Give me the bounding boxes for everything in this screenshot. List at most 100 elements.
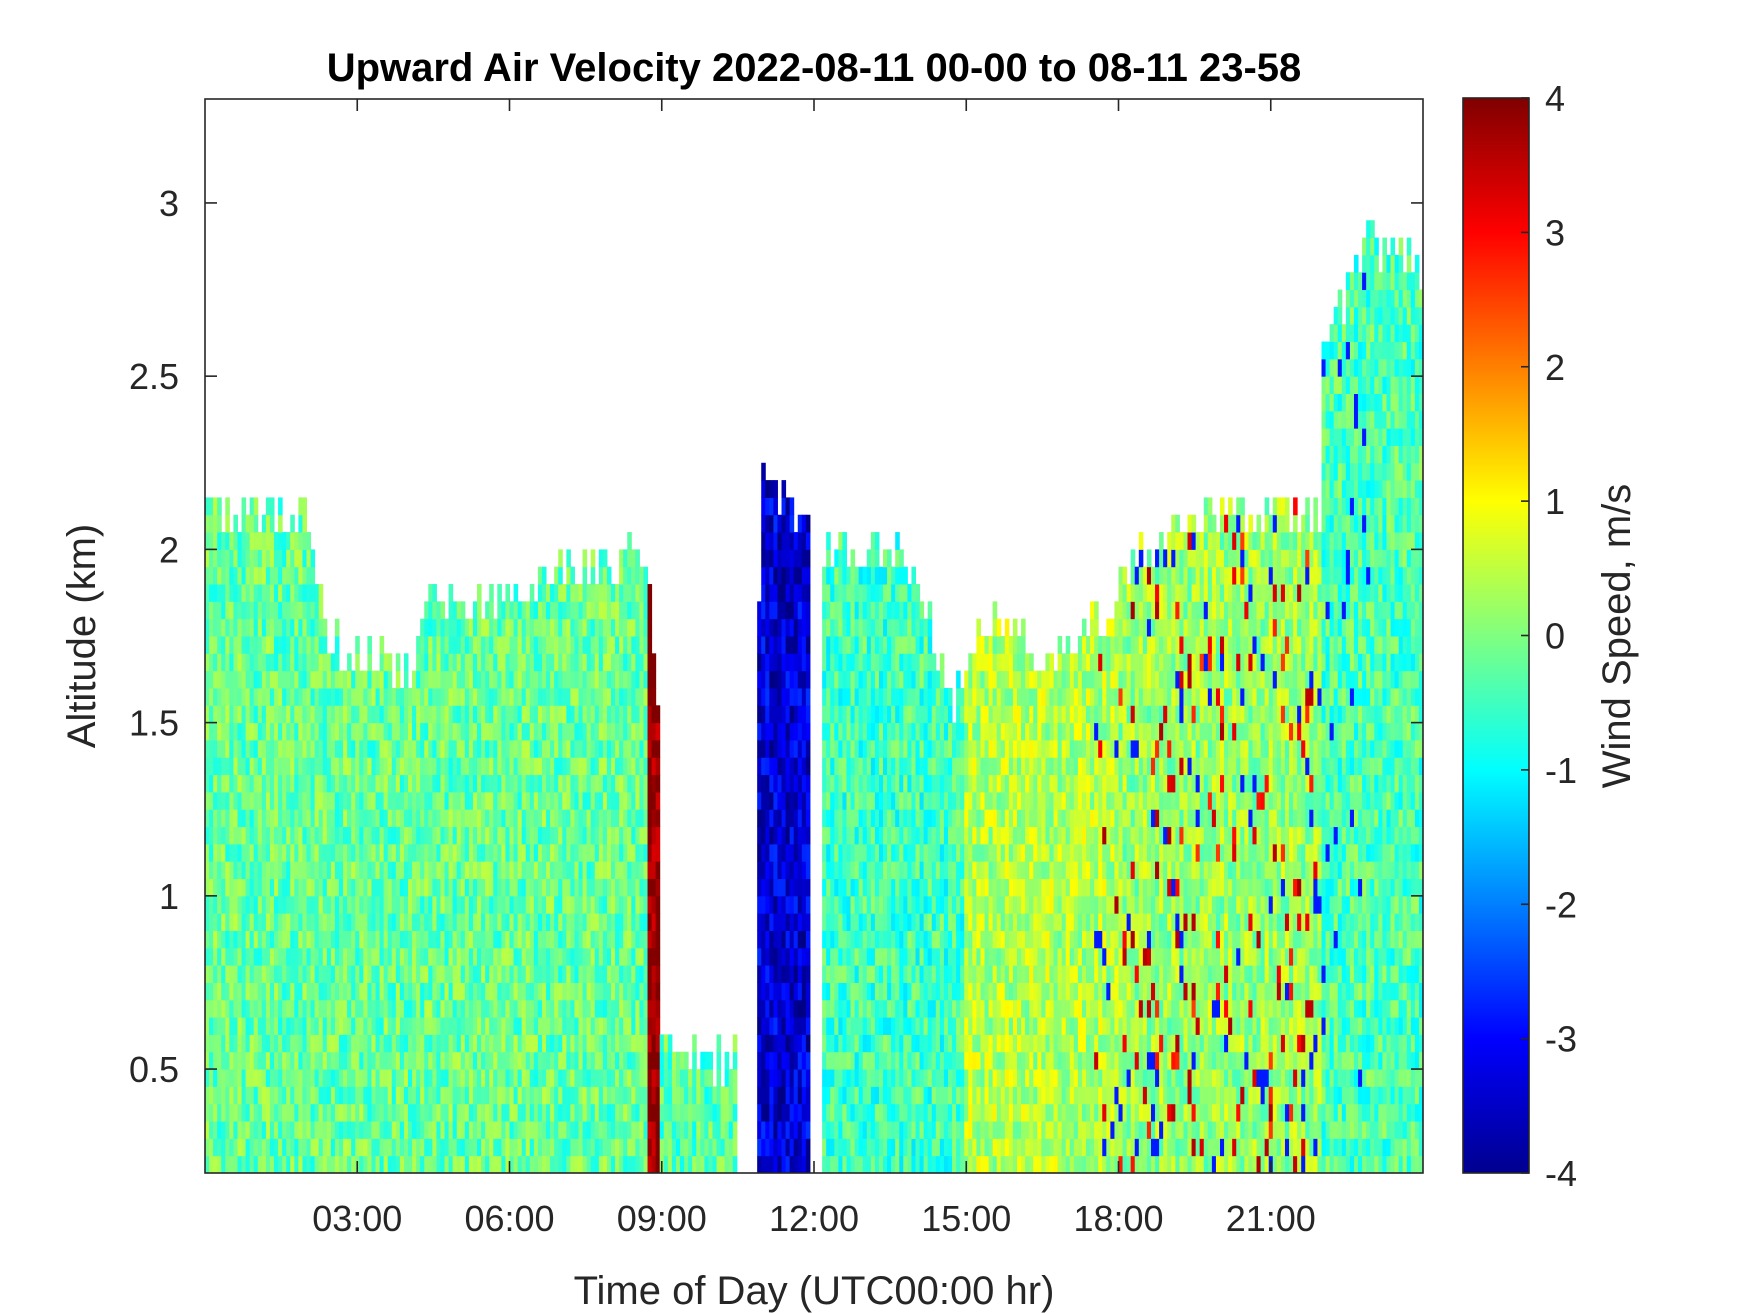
- heatmap-cell: [866, 1017, 872, 1035]
- heatmap-cell: [594, 1155, 600, 1173]
- heatmap-cell: [322, 1121, 328, 1139]
- heatmap-cell: [602, 1017, 608, 1035]
- heatmap-cell: [537, 618, 543, 637]
- heatmap-cell: [257, 1086, 263, 1105]
- heatmap-cell: [424, 843, 429, 862]
- heatmap-cell: [838, 1155, 843, 1173]
- heatmap-cell: [582, 1086, 588, 1105]
- heatmap-cell: [233, 670, 238, 689]
- heatmap-cell: [635, 947, 640, 966]
- heatmap-cell: [850, 826, 856, 845]
- heatmap-cell: [245, 895, 251, 914]
- heatmap-cell: [639, 982, 644, 1001]
- heatmap-cell: [846, 1155, 852, 1173]
- heatmap-cell: [801, 878, 807, 897]
- heatmap-cell: [338, 999, 344, 1018]
- heatmap-cell: [639, 1086, 644, 1105]
- heatmap-cell: [623, 999, 628, 1018]
- heatmap-cell: [606, 636, 612, 654]
- heatmap-cell: [229, 1017, 234, 1035]
- heatmap-cell: [883, 913, 888, 931]
- heatmap-cell: [594, 705, 600, 724]
- heatmap-cell: [541, 1086, 547, 1105]
- heatmap-cell: [432, 895, 437, 914]
- heatmap-cell: [314, 1138, 320, 1157]
- heatmap-cell: [631, 999, 636, 1018]
- heatmap-cell: [416, 1051, 421, 1070]
- heatmap-cell: [655, 791, 661, 810]
- heatmap-cell: [314, 982, 320, 1001]
- heatmap-cell: [830, 636, 835, 654]
- heatmap-cell: [310, 722, 316, 741]
- heatmap-cell: [793, 670, 799, 689]
- heatmap-cell: [578, 1121, 584, 1139]
- heatmap-cell: [351, 982, 356, 1001]
- heatmap-cell: [412, 1034, 417, 1053]
- heatmap-cell: [862, 566, 868, 585]
- heatmap-cell: [590, 739, 596, 758]
- heatmap-cell: [793, 895, 799, 914]
- heatmap-cell: [643, 809, 649, 828]
- heatmap-cell: [290, 965, 295, 983]
- heatmap-cell: [883, 1155, 888, 1173]
- heatmap-cell: [554, 809, 559, 828]
- heatmap-cell: [497, 982, 502, 1001]
- heatmap-cell: [550, 1017, 555, 1035]
- heatmap-cell: [655, 1086, 661, 1105]
- heatmap-cell: [493, 705, 498, 724]
- heatmap-cell: [606, 1051, 612, 1070]
- heatmap-cell: [408, 774, 413, 793]
- heatmap-cell: [282, 1121, 287, 1139]
- heatmap-cell: [338, 1017, 344, 1035]
- heatmap-cell: [294, 705, 299, 724]
- heatmap-cell: [306, 566, 312, 585]
- heatmap-cell: [472, 1103, 478, 1122]
- heatmap-cell: [334, 1121, 340, 1139]
- heatmap-cell: [375, 895, 381, 914]
- heatmap-cell: [708, 1103, 713, 1122]
- heatmap-cell: [631, 1121, 636, 1139]
- heatmap-cell: [870, 757, 876, 776]
- heatmap-cell: [611, 878, 616, 897]
- heatmap-cell: [269, 791, 275, 810]
- heatmap-cell: [237, 774, 243, 793]
- heatmap-cell: [205, 584, 210, 602]
- heatmap-cell: [611, 947, 616, 966]
- heatmap-cell: [314, 653, 320, 672]
- heatmap-cell: [314, 895, 320, 914]
- heatmap-cell: [428, 670, 433, 689]
- heatmap-cell: [805, 1051, 811, 1070]
- heatmap-cell: [387, 1051, 393, 1070]
- heatmap-cell: [647, 1155, 653, 1173]
- heatmap-cell: [420, 843, 425, 862]
- heatmap-cell: [460, 687, 466, 706]
- heatmap-cell: [343, 705, 348, 724]
- heatmap-cell: [550, 965, 555, 983]
- heatmap-cell: [797, 670, 803, 689]
- heatmap-cell: [420, 1034, 425, 1053]
- heatmap-cell: [265, 1138, 271, 1157]
- heatmap-cell: [322, 982, 328, 1001]
- heatmap-cell: [757, 982, 762, 1001]
- heatmap-cell: [420, 947, 425, 966]
- heatmap-cell: [822, 843, 827, 862]
- heatmap-cell: [424, 618, 429, 637]
- heatmap-cell: [330, 1017, 336, 1035]
- heatmap-cell: [834, 895, 839, 914]
- heatmap-cell: [716, 1155, 722, 1173]
- heatmap-cell: [489, 1017, 494, 1035]
- heatmap-cell: [306, 895, 312, 914]
- heatmap-cell: [623, 895, 628, 914]
- heatmap-cell: [874, 861, 880, 880]
- heatmap-cell: [477, 1051, 482, 1070]
- heatmap-cell: [602, 549, 608, 568]
- heatmap-cell: [444, 1051, 450, 1070]
- heatmap-cell: [619, 843, 624, 862]
- heatmap-cell: [870, 930, 876, 949]
- heatmap-cell: [298, 1034, 303, 1053]
- heatmap-cell: [225, 1138, 230, 1157]
- heatmap-cell: [278, 739, 283, 758]
- heatmap-cell: [602, 670, 608, 689]
- heatmap-cell: [237, 739, 243, 758]
- heatmap-cell: [261, 584, 267, 602]
